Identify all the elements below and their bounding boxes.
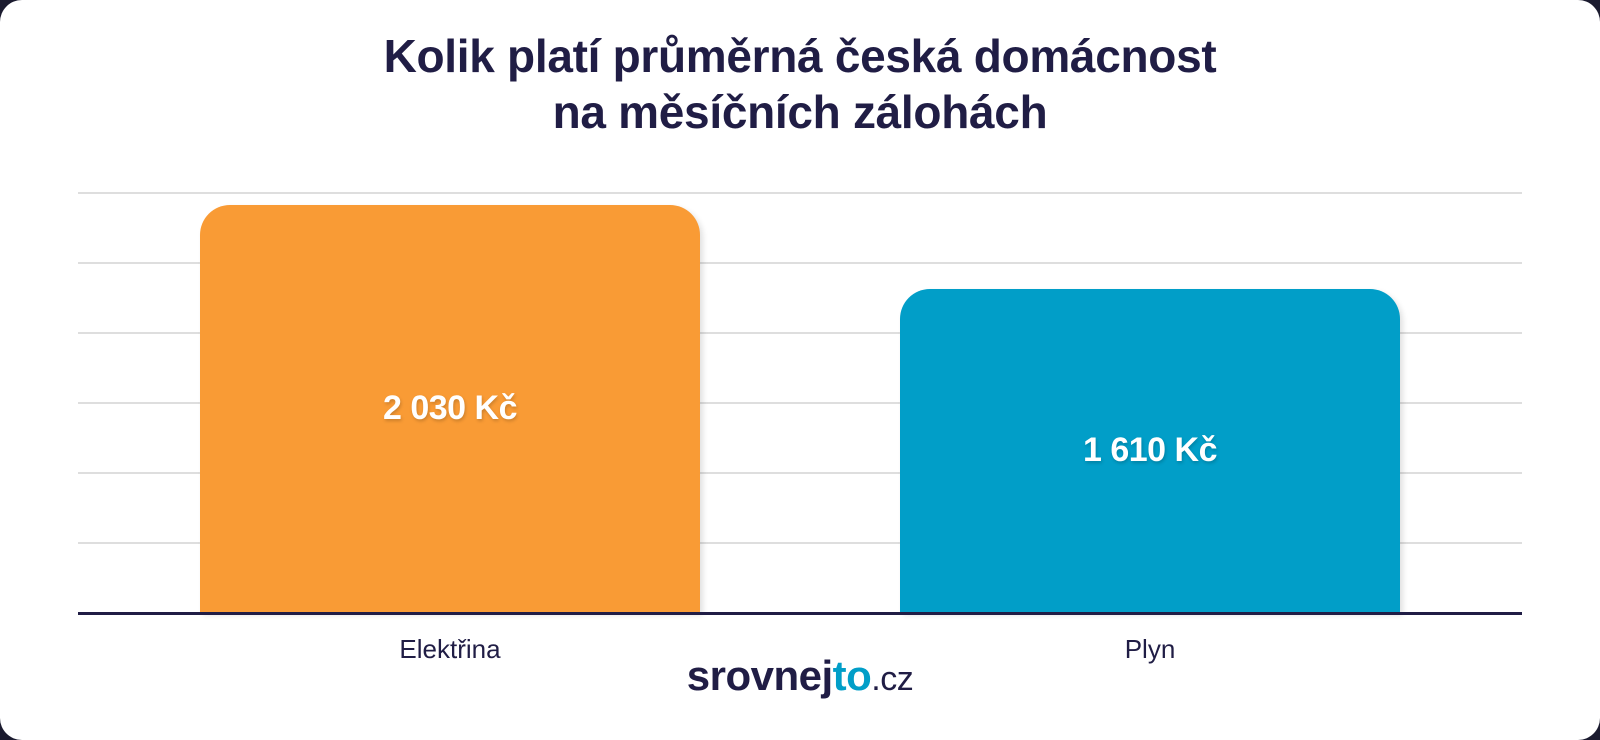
plot-area: 2 030 Kč 1 610 Kč <box>78 192 1522 615</box>
gridline <box>78 472 1522 474</box>
brand-logo: srovnejto.cz <box>0 652 1600 700</box>
x-label-plyn: Plyn <box>1124 634 1176 664</box>
bar-value-label: 1 610 Kč <box>1083 431 1218 469</box>
gridline <box>78 192 1522 194</box>
title-line-1: Kolik platí průměrná česká domácnost <box>383 30 1217 82</box>
chart-title: Kolik platí průměrná česká domácnost na … <box>0 28 1600 140</box>
x-axis-line <box>78 612 1522 615</box>
gridline <box>78 262 1522 264</box>
bar-elektrina: 2 030 Kč <box>200 205 700 612</box>
logo-main: srovnej <box>686 652 833 699</box>
title-line-2: na měsíčních zálohách <box>552 86 1048 138</box>
gridline <box>78 402 1522 404</box>
gridline <box>78 542 1522 544</box>
logo-suffix: .cz <box>871 660 914 698</box>
x-label-elektrina: Elektřina <box>399 634 501 664</box>
gridline <box>78 332 1522 334</box>
bar-plyn: 1 610 Kč <box>900 289 1400 612</box>
bar-value-label: 2 030 Kč <box>383 389 518 427</box>
logo-accent: to <box>832 652 872 699</box>
